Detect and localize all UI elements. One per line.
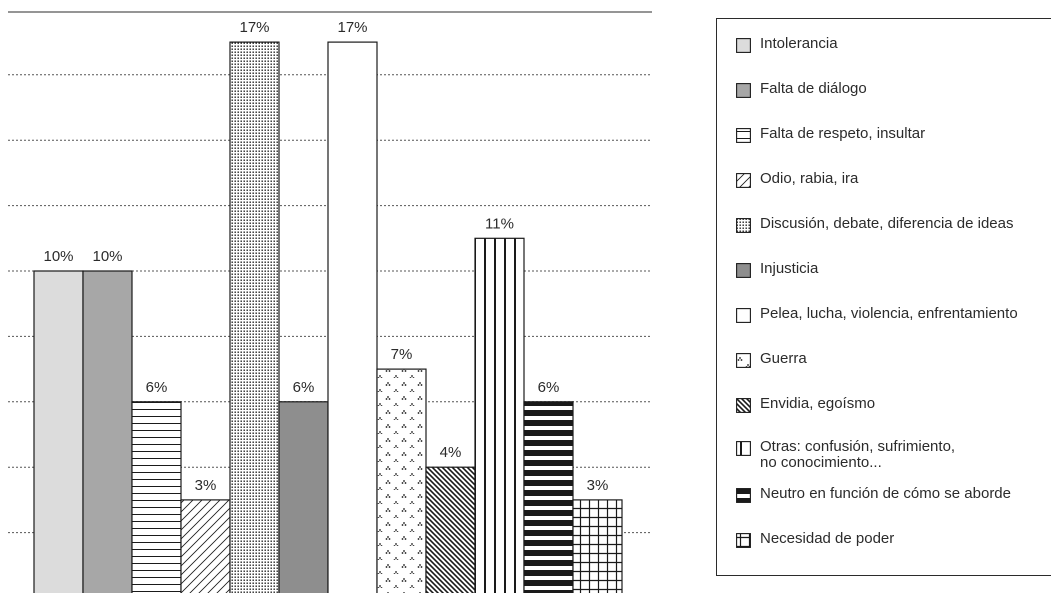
bar-value-label: 6% — [146, 379, 168, 396]
legend-label: Discusión, debate, diferencia de ideas — [760, 215, 1014, 232]
legend-item: Injusticia — [717, 261, 818, 278]
bar-value-label: 4% — [440, 444, 462, 461]
legend-swatch — [736, 218, 751, 233]
legend-label: Envidia, egoísmo — [760, 395, 876, 412]
legend-swatch — [736, 263, 751, 278]
legend-label: Odio, rabia, ira — [760, 170, 859, 187]
legend-swatch — [736, 308, 751, 323]
legend-swatch — [736, 398, 751, 413]
legend-label: Necesidad de poder — [760, 530, 895, 547]
legend-label: Pelea, lucha, violencia, enfrentamiento — [760, 305, 1018, 322]
legend-item: Neutro en función de cómo se aborde — [717, 486, 1011, 503]
legend-label: Otras: confusión, sufrimiento, no conoci… — [760, 438, 956, 471]
legend-swatch — [736, 533, 751, 548]
bar — [131, 401, 182, 593]
bar — [572, 499, 623, 593]
bar-value-label: 17% — [337, 19, 367, 36]
legend-label: Injusticia — [760, 260, 819, 277]
bar-value-label: 7% — [391, 346, 413, 363]
bar — [229, 41, 280, 593]
legend-swatch — [736, 38, 751, 53]
bar — [327, 41, 378, 593]
legend-item: Falta de diálogo — [717, 81, 867, 98]
legend-item: Necesidad de poder — [717, 531, 894, 548]
bar — [82, 270, 133, 593]
bar — [180, 499, 231, 593]
bar-value-label: 10% — [43, 248, 73, 265]
bar — [278, 401, 329, 593]
legend-swatch — [736, 488, 751, 503]
bar — [425, 466, 476, 593]
legend-item: Falta de respeto, insultar — [717, 126, 925, 143]
legend-label: Intolerancia — [760, 35, 838, 52]
bar — [376, 368, 427, 593]
bar-value-label: 11% — [485, 215, 514, 232]
legend-item: Pelea, lucha, violencia, enfrentamiento — [717, 306, 1018, 323]
legend-swatch — [736, 128, 751, 143]
bar-value-label: 17% — [239, 19, 269, 36]
legend-swatch — [736, 83, 751, 98]
bar-value-label: 6% — [293, 379, 315, 396]
legend-label: Falta de respeto, insultar — [760, 125, 926, 142]
legend-label: Neutro en función de cómo se aborde — [760, 485, 1011, 502]
bar — [474, 237, 525, 593]
legend: Intolerancia Falta de diálogo Falta de res… — [716, 18, 1051, 576]
bars — [33, 41, 623, 593]
legend-swatch — [736, 353, 751, 368]
bar — [523, 401, 574, 593]
bar-value-label: 3% — [587, 477, 609, 494]
legend-item: Envidia, egoísmo — [717, 396, 875, 413]
legend-item: Otras: confusión, sufrimiento, no conoci… — [717, 439, 955, 471]
legend-label: Falta de diálogo — [760, 80, 867, 97]
legend-label: Guerra — [760, 350, 807, 367]
bar-labels: 10% 10% 6% 3% 17% 6% 17% 7% 4% 11% 6% 3% — [43, 19, 608, 494]
bar-value-label: 6% — [538, 379, 560, 396]
legend-swatch — [736, 441, 751, 456]
legend-item: Discusión, debate, diferencia de ideas — [717, 216, 1014, 233]
legend-item: Guerra — [717, 351, 807, 368]
bar-value-label: 10% — [92, 248, 122, 265]
legend-item: Intolerancia — [717, 36, 838, 53]
bar-chart: 10% 10% 6% 3% 17% 6% 17% 7% 4% 11% 6% 3% — [8, 11, 652, 593]
bar-value-label: 3% — [195, 477, 217, 494]
legend-swatch — [736, 173, 751, 188]
bar — [33, 270, 84, 593]
legend-item: Odio, rabia, ira — [717, 171, 858, 188]
